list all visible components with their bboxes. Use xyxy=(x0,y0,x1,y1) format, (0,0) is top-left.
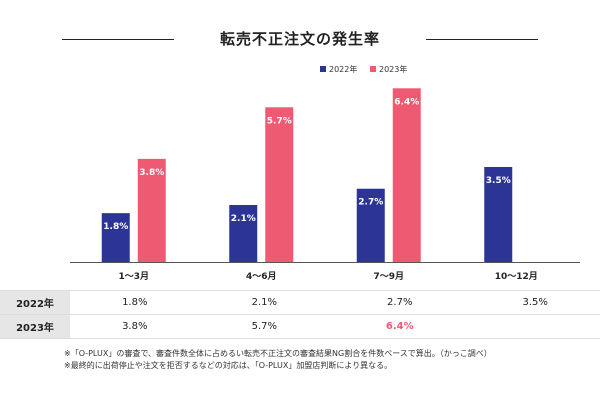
table-cell: 2.1% xyxy=(199,290,330,315)
legend-swatch xyxy=(370,66,376,72)
table-cell: 5.7% xyxy=(199,314,330,339)
data-label: 2.1% xyxy=(231,214,256,224)
row-header-2022: 2022年 xyxy=(0,290,70,315)
row-header-2023: 2023年 xyxy=(0,314,70,339)
footnote: ※「O-PLUX」の審査で、審査件数全体に占めるい転売不正注文の審査結果NG割合… xyxy=(64,349,492,358)
title-rule-left xyxy=(62,39,174,40)
bar-chart: 2022年 2023年 1.8% 3.8% 1〜3月 2.1% 5.7% 4〜6月 2.7% 6.… xyxy=(70,64,580,282)
x-tick-label: 7〜9月 xyxy=(373,271,404,282)
footnote: ※最終的に出荷停止や注文を拒否するなどの対応は、「O-PLUX」加盟店判断により… xyxy=(64,361,393,370)
data-label: 1.8% xyxy=(103,222,128,232)
legend-label: 2023年 xyxy=(379,64,407,74)
table-cell xyxy=(470,314,600,339)
data-table: 2022年 1.8% 2.1% 2.7% 3.5% 2023年 3.8% 5.7… xyxy=(0,290,600,339)
data-label: 6.4% xyxy=(394,97,419,107)
table-row: 2022年 1.8% 2.1% 2.7% 3.5% xyxy=(0,290,600,315)
table-row: 2023年 3.8% 5.7% 6.4% xyxy=(0,314,600,339)
legend-swatch xyxy=(320,66,326,72)
title-rule-right xyxy=(426,39,538,40)
x-tick-label: 4〜6月 xyxy=(246,271,277,282)
bar xyxy=(484,167,513,262)
table-cell-highlight: 6.4% xyxy=(329,314,471,339)
legend-label: 2022年 xyxy=(329,64,357,74)
table-cell: 3.5% xyxy=(470,290,600,315)
bar xyxy=(137,158,166,262)
bar xyxy=(392,88,421,263)
chart-title-row: 転売不正注文の発生率 xyxy=(0,28,600,50)
data-label: 3.8% xyxy=(139,168,164,178)
data-label: 3.5% xyxy=(486,176,511,186)
table-cell: 1.8% xyxy=(70,290,200,315)
chart-title: 転売不正注文の発生率 xyxy=(219,30,380,48)
table-cell: 2.7% xyxy=(329,290,471,315)
data-label: 5.7% xyxy=(267,116,292,126)
table-cell: 3.8% xyxy=(70,314,200,339)
bar xyxy=(356,188,385,262)
x-tick-label: 1〜3月 xyxy=(118,271,149,282)
footnotes: ※「O-PLUX」の審査で、審査件数全体に占めるい転売不正注文の審査結果NG割合… xyxy=(64,348,594,372)
data-label: 2.7% xyxy=(358,198,383,208)
x-tick-label: 10〜12月 xyxy=(495,271,538,282)
bar xyxy=(101,213,130,262)
bar xyxy=(229,205,258,262)
bar xyxy=(265,107,294,263)
